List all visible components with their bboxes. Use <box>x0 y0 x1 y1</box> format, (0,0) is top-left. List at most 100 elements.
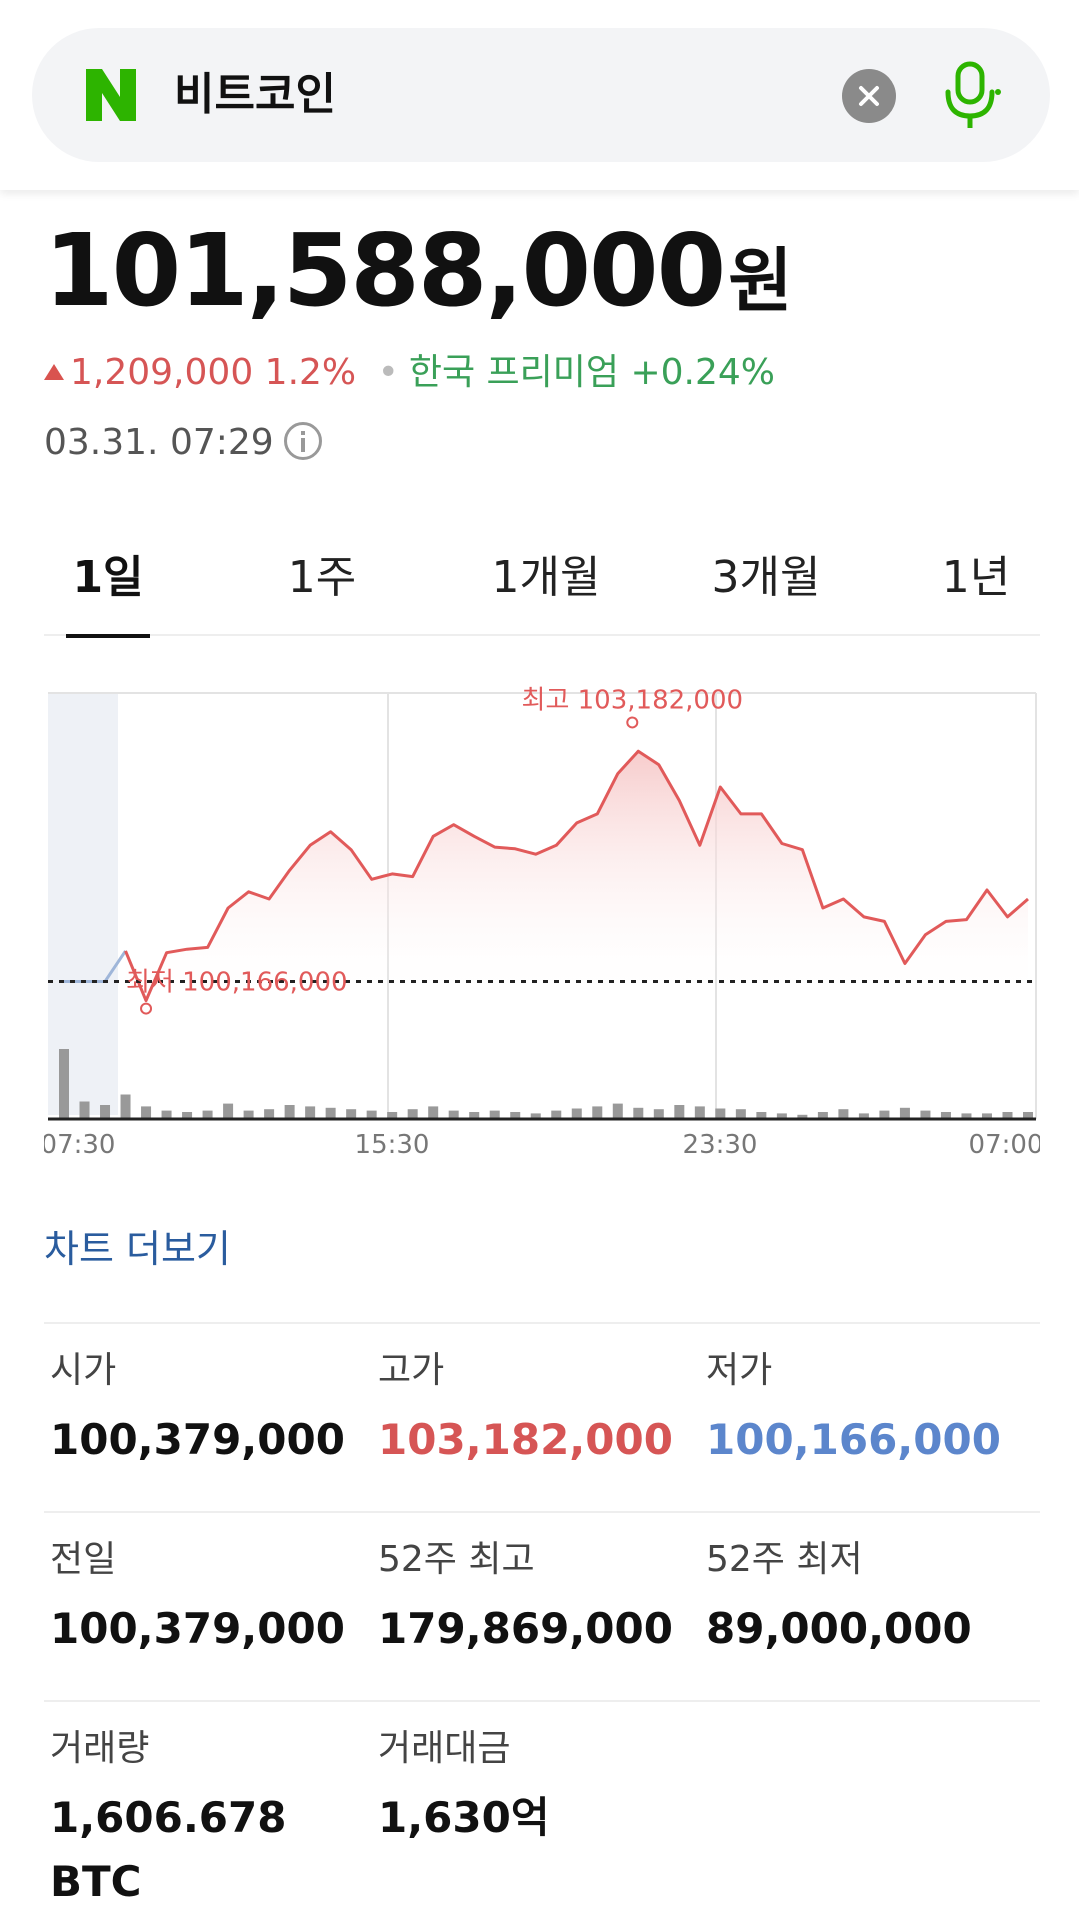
volume-bar <box>551 1110 562 1119</box>
more-chart-link[interactable]: 차트 더보기 <box>44 1227 231 1271</box>
volume-bar <box>223 1103 234 1119</box>
volume-bar <box>899 1107 910 1119</box>
volume-bar <box>653 1109 664 1119</box>
tab-1year[interactable]: 1년 <box>941 552 1011 603</box>
stat-52w-high: 52주 최고 179,869,000 <box>378 1537 673 1659</box>
volume-bar <box>325 1107 336 1119</box>
volume-bar <box>489 1110 500 1119</box>
stat-label: 저가 <box>706 1350 773 1391</box>
stat-low: 저가 100,166,000 <box>706 1348 1001 1470</box>
clear-search-button[interactable] <box>842 69 896 123</box>
volume-bar <box>592 1106 603 1119</box>
price-change-row: 1,209,000 1.2% • 한국 프리미엄 +0.24% <box>44 350 775 396</box>
volume-bar <box>100 1105 111 1119</box>
info-icon[interactable] <box>283 422 322 460</box>
up-arrow-icon <box>44 364 64 380</box>
premium-label: 한국 프리미엄 <box>408 352 619 393</box>
volume-bar <box>981 1113 992 1119</box>
search-bar[interactable]: 비트코인 <box>32 28 1050 162</box>
stat-label: 거래대금 <box>378 1728 511 1769</box>
volume-bar <box>264 1109 275 1119</box>
timestamp-row: 03.31. 07:29 <box>44 420 322 466</box>
volume-bar <box>202 1110 213 1119</box>
stats-table: 시가 100,379,000 고가 103,182,000 저가 100,166… <box>44 1322 1040 1923</box>
stats-row: 거래량 1,606.678 BTC 거래대금 1,630억 <box>44 1702 1040 1923</box>
period-tabs: 1일 1주 1개월 3개월 1년 <box>44 540 1040 638</box>
volume-bar <box>120 1094 131 1119</box>
volume-bar <box>79 1101 90 1119</box>
stat-value: 103,182,000 <box>378 1415 673 1464</box>
stats-row: 전일 100,379,000 52주 최고 179,869,000 52주 최저… <box>44 1513 1040 1702</box>
price-area <box>125 751 1028 1001</box>
tab-1day[interactable]: 1일 <box>66 540 150 638</box>
volume-bar <box>1023 1112 1033 1119</box>
separator-dot: • <box>377 352 399 393</box>
volume-bar <box>735 1109 746 1119</box>
volume-bar <box>407 1109 418 1119</box>
volume-bar <box>1002 1112 1013 1119</box>
volume-bar <box>838 1109 849 1119</box>
volume-bar <box>428 1106 439 1119</box>
volume-bar <box>366 1110 377 1119</box>
volume-bar <box>612 1103 623 1119</box>
low-label: 최저 100,166,000 <box>126 967 348 997</box>
microphone-icon[interactable] <box>936 58 1006 134</box>
volume-bar <box>161 1110 172 1119</box>
stat-value: 1,630억 <box>378 1793 550 1842</box>
stat-label: 52주 최고 <box>378 1539 535 1580</box>
x-tick-label: 15:30 <box>355 1130 430 1160</box>
volume-bar <box>182 1112 193 1119</box>
volume-bar <box>346 1109 357 1119</box>
volume-bar <box>715 1108 726 1119</box>
stat-label: 전일 <box>50 1539 117 1580</box>
stat-volume: 거래량 1,606.678 BTC <box>50 1726 286 1912</box>
volume-bar <box>243 1110 254 1119</box>
change-amount: 1,209,000 <box>70 352 254 393</box>
tab-1week[interactable]: 1주 <box>287 552 357 603</box>
volume-bar <box>305 1106 316 1119</box>
x-tick-label: 07:30 <box>44 1130 115 1160</box>
stat-high: 고가 103,182,000 <box>378 1348 673 1470</box>
volume-bar <box>817 1112 828 1119</box>
price-value: 101,588,000 <box>44 212 726 329</box>
tab-1month[interactable]: 1개월 <box>491 552 601 603</box>
volume-bar <box>448 1110 459 1119</box>
volume-bar <box>797 1114 808 1119</box>
stat-label: 시가 <box>50 1350 117 1391</box>
stat-label: 52주 최저 <box>706 1539 863 1580</box>
stat-value-unit: BTC <box>50 1857 142 1906</box>
stat-value: 100,379,000 <box>50 1604 345 1653</box>
volume-bar <box>674 1105 685 1119</box>
stat-trade-value: 거래대금 1,630억 <box>378 1726 550 1848</box>
stat-value: 100,166,000 <box>706 1415 1001 1464</box>
volume-bar <box>920 1110 931 1119</box>
tab-3month[interactable]: 3개월 <box>711 552 821 603</box>
price-line <box>124 749 1029 1003</box>
high-label: 최고 103,182,000 <box>522 685 744 715</box>
volume-bar <box>571 1108 582 1119</box>
x-tick-label: 07:00 <box>969 1130 1040 1160</box>
search-header: 비트코인 <box>0 0 1079 190</box>
stat-prev-close: 전일 100,379,000 <box>50 1537 345 1659</box>
stat-label: 고가 <box>378 1350 445 1391</box>
volume-bar <box>858 1113 869 1119</box>
high-marker <box>626 716 639 729</box>
price-unit: 원 <box>728 240 792 322</box>
volume-bar <box>141 1106 152 1119</box>
stat-value: 89,000,000 <box>706 1604 972 1653</box>
close-icon <box>859 86 879 106</box>
volume-bar <box>776 1113 787 1119</box>
current-price: 101,588,000원 <box>44 212 793 330</box>
volume-bar <box>961 1113 972 1119</box>
premarket-band <box>48 693 118 1115</box>
volume-bar <box>694 1106 705 1119</box>
volume-bar <box>59 1049 69 1119</box>
volume-bar <box>530 1113 541 1119</box>
price-chart[interactable]: 최고 103,182,000 최저 100,166,000 07:30 15:30 23… <box>44 685 1040 1165</box>
premium-value: +0.24% <box>630 352 775 393</box>
stat-value: 179,869,000 <box>378 1604 673 1653</box>
naver-logo-icon[interactable] <box>82 67 140 123</box>
x-tick-label: 23:30 <box>683 1130 758 1160</box>
change-percent: 1.2% <box>264 352 357 393</box>
search-query[interactable]: 비트코인 <box>174 69 336 120</box>
